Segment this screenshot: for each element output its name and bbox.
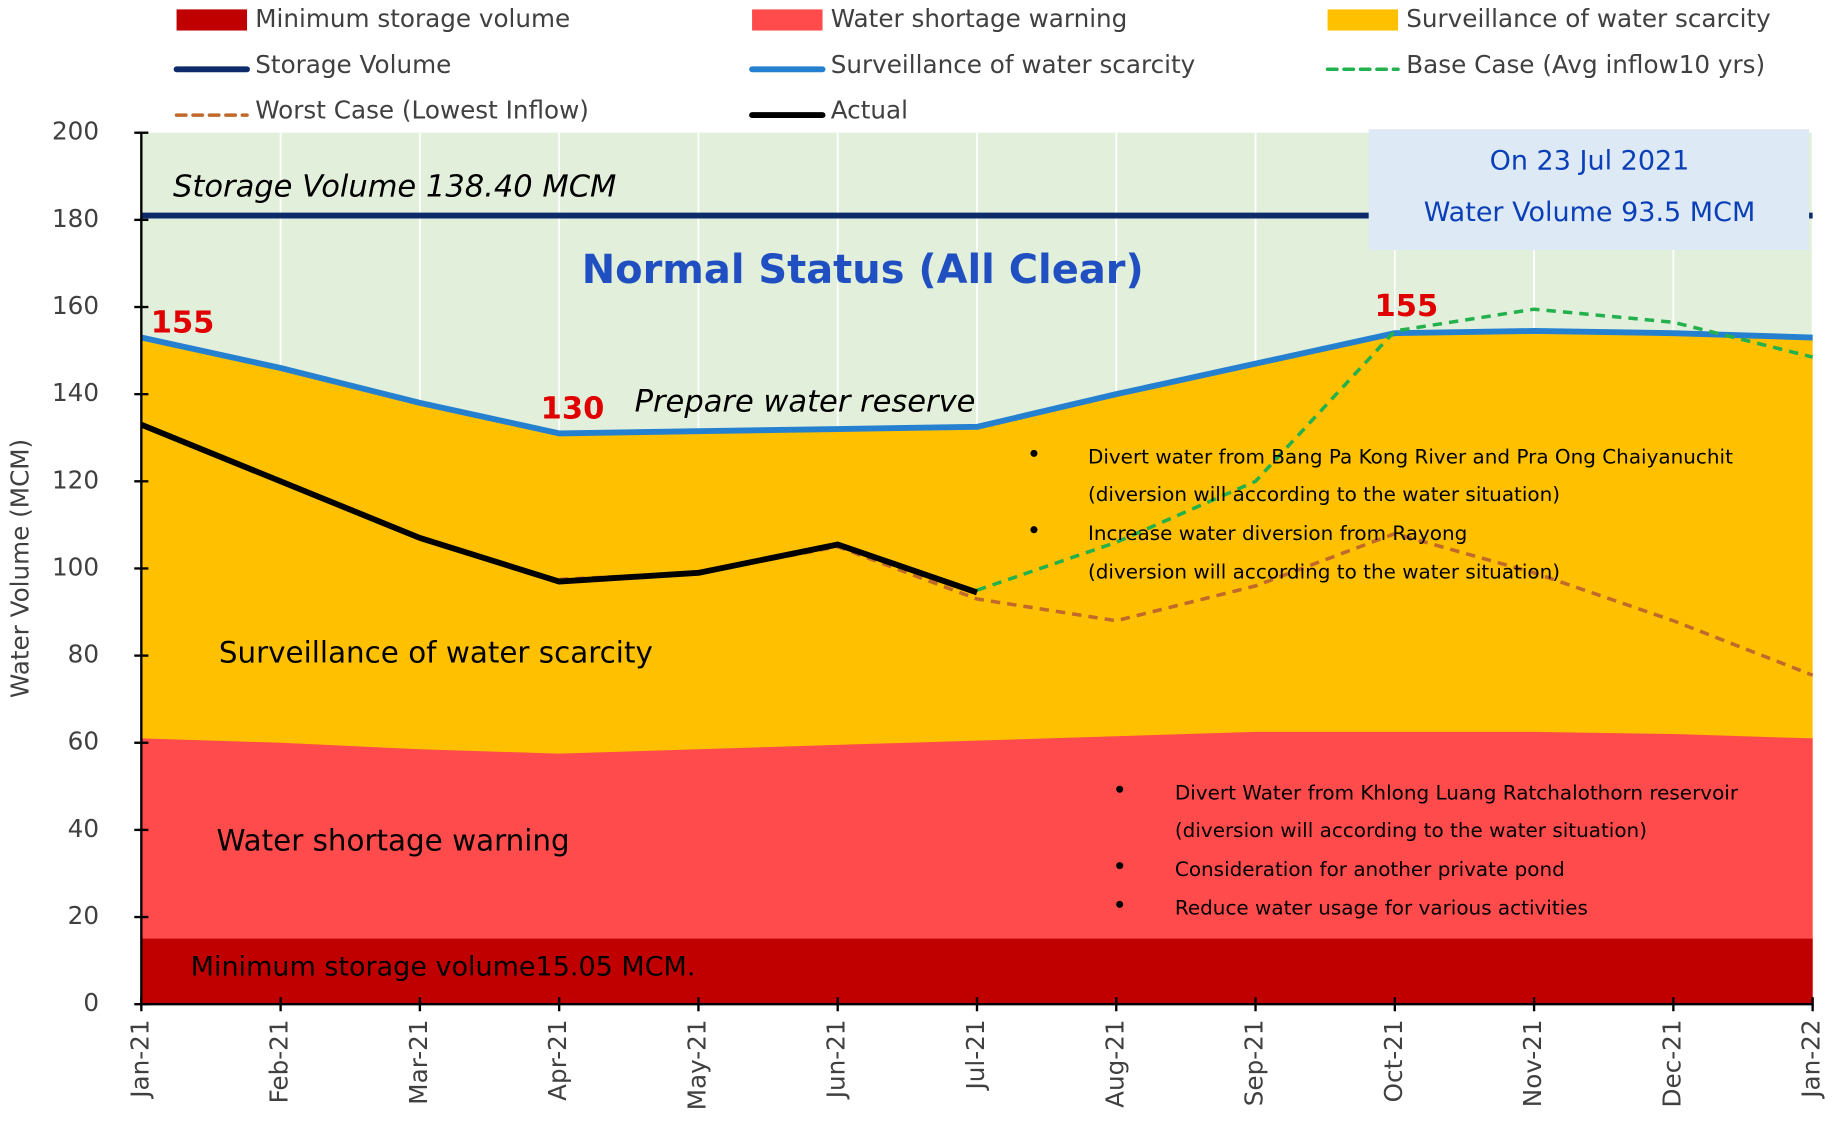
y-tick-label: 160 xyxy=(52,291,99,320)
note-text: Reduce water usage for various activitie… xyxy=(1175,896,1588,920)
area-band xyxy=(141,938,1813,1005)
legend-label: Surveillance of water scarcity xyxy=(1406,4,1771,33)
x-tick-label: May-21 xyxy=(682,1019,711,1110)
legend-label: Minimum storage volume xyxy=(255,4,570,33)
annotation: 155 xyxy=(1375,289,1439,324)
annotation: Normal Status (All Clear) xyxy=(582,247,1144,293)
note-text: Divert Water from Khlong Luang Ratchalot… xyxy=(1175,780,1739,804)
y-tick-label: 120 xyxy=(52,465,99,494)
x-tick-label: Dec-21 xyxy=(1657,1019,1686,1107)
x-tick-label: Jul-21 xyxy=(961,1019,990,1091)
legend-label: Actual xyxy=(831,96,908,125)
info-text: On 23 Jul 2021 xyxy=(1490,146,1690,177)
series-line xyxy=(140,421,978,596)
annotation: 130 xyxy=(541,391,605,426)
area-band xyxy=(141,731,1813,1005)
y-tick-label: 40 xyxy=(68,814,99,843)
y-tick-label: 140 xyxy=(52,378,99,407)
x-tick-label: Feb-21 xyxy=(265,1019,294,1103)
y-tick-label: 180 xyxy=(52,204,99,233)
legend-label: Worst Case (Lowest Inflow) xyxy=(255,96,589,125)
y-tick-label: 0 xyxy=(83,988,99,1017)
x-tick-label: Jan-21 xyxy=(125,1019,154,1099)
y-tick-label: 100 xyxy=(52,552,99,581)
legend-label: Base Case (Avg inflow10 yrs) xyxy=(1406,50,1765,79)
note-text: Increase water diversion from Rayong xyxy=(1088,521,1467,545)
y-tick-label: 200 xyxy=(52,117,99,146)
x-tick-label: Oct-21 xyxy=(1379,1019,1408,1102)
info-text: Water Volume 93.5 MCM xyxy=(1424,197,1756,228)
annotation: Storage Volume 138.40 MCM xyxy=(173,169,616,204)
legend-swatch xyxy=(1327,9,1399,31)
legend-swatch xyxy=(752,9,823,31)
y-tick-label: 60 xyxy=(68,727,99,756)
x-tick-label: Sep-21 xyxy=(1240,1019,1269,1106)
note-text: (diversion will according to the water s… xyxy=(1088,560,1560,584)
annotation: 155 xyxy=(151,306,215,341)
x-tick-label: Apr-21 xyxy=(543,1019,572,1100)
x-tick-label: Jun-21 xyxy=(822,1019,851,1100)
note-text: Consideration for another private pond xyxy=(1175,857,1565,881)
y-axis-label: Water Volume (MCM) xyxy=(6,439,35,698)
bullet xyxy=(1116,900,1124,908)
note-text: (diversion will according to the water s… xyxy=(1088,482,1560,506)
bullet xyxy=(1116,862,1124,870)
annotation: Water shortage warning xyxy=(216,824,569,858)
legend-swatch xyxy=(176,9,248,31)
legend-label: Storage Volume xyxy=(255,50,451,79)
bullet xyxy=(1116,785,1124,793)
y-tick-label: 80 xyxy=(68,640,99,669)
legend-label: Surveillance of water scarcity xyxy=(831,50,1195,79)
bullet xyxy=(1030,526,1038,534)
legend-label: Water shortage warning xyxy=(831,4,1128,33)
annotation: Surveillance of water scarcity xyxy=(219,636,653,670)
note-text: (diversion will according to the water s… xyxy=(1175,818,1647,842)
series-line xyxy=(140,328,1813,437)
x-tick-label: Mar-21 xyxy=(404,1019,433,1104)
y-tick-label: 20 xyxy=(68,901,99,930)
x-tick-label: Nov-21 xyxy=(1518,1019,1547,1107)
annotation: Prepare water reserve xyxy=(635,384,976,419)
series-line xyxy=(559,531,1814,677)
bullet xyxy=(1030,449,1038,457)
annotation: Minimum storage volume15.05 MCM. xyxy=(191,951,696,982)
x-tick-label: Aug-21 xyxy=(1100,1019,1129,1107)
x-tick-label: Jan-22 xyxy=(1797,1019,1826,1099)
note-text: Divert water from Bang Pa Kong River and… xyxy=(1088,445,1733,469)
info-box xyxy=(1368,129,1810,251)
